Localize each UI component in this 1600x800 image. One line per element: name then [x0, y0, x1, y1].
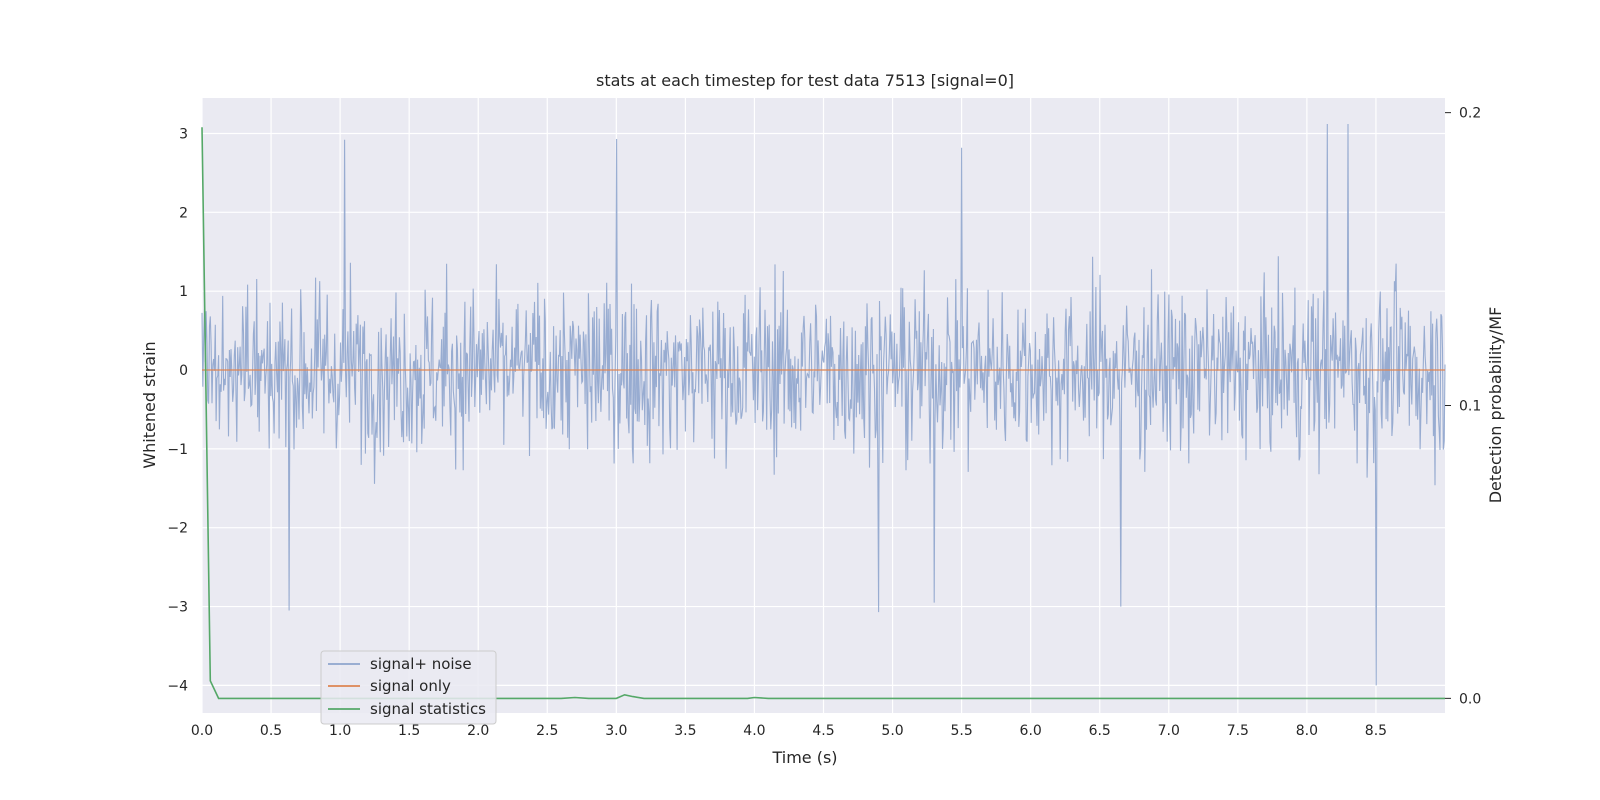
y-axis-label: Whitened strain: [140, 341, 159, 468]
x-tick-label: 5.5: [950, 723, 972, 739]
legend-label-signal-statistics: signal statistics: [370, 700, 486, 718]
legend-label-signal-noise: signal+ noise: [370, 655, 472, 673]
y-tick-label: −3: [167, 600, 188, 616]
x-tick-label: 0.5: [260, 723, 282, 739]
y-tick-label: 1: [179, 284, 188, 300]
x-tick-label: 0.0: [191, 723, 213, 739]
legend-label-signal-only: signal only: [370, 677, 451, 695]
legend-box: [320, 650, 497, 725]
y-right-tick-label: 0.1: [1459, 399, 1481, 415]
y-right-tick-label: 0.0: [1459, 691, 1481, 707]
x-tick-label: 4.5: [812, 723, 834, 739]
x-tick-label: 3.0: [605, 723, 627, 739]
y-right-axis-label: Detection probability/MF: [1486, 307, 1505, 504]
x-tick-label: 2.5: [536, 723, 558, 739]
y-axis-ticks: 3 2 1 0 −1 −2 −3 −4: [167, 126, 188, 694]
x-tick-label: 1.5: [398, 723, 420, 739]
x-tick-label: 3.5: [674, 723, 696, 739]
x-tick-label: 7.0: [1158, 723, 1180, 739]
y-right-tick-label: 0.2: [1459, 106, 1481, 122]
y-tick-label: −4: [167, 678, 188, 694]
x-tick-label: 7.5: [1227, 723, 1249, 739]
x-tick-label: 8.0: [1296, 723, 1318, 739]
x-tick-label: 4.0: [743, 723, 765, 739]
x-tick-label: 8.5: [1365, 723, 1387, 739]
series-signal-statistics: [201, 127, 1445, 700]
x-tick-label: 6.0: [1020, 723, 1042, 739]
y-tick-label: −2: [167, 521, 188, 537]
chart-title: stats at each timestep for test data 751…: [596, 71, 1014, 90]
signal-noise-line: [201, 123, 1446, 686]
x-axis-ticks: 0.0 0.5 1.0 1.5 2.0 2.5 3.0 3.5 4.0 4.5 5.0 5.5 6.0 6…: [191, 723, 1387, 739]
x-tick-label: 1.0: [329, 723, 351, 739]
y-tick-label: 0: [179, 363, 188, 379]
legend: signal+ noise signal only signal statist…: [320, 650, 497, 725]
y-tick-label: −1: [167, 442, 188, 458]
x-axis-label: Time (s): [771, 748, 837, 767]
x-tick-label: 6.5: [1089, 723, 1111, 739]
y-tick-label: 3: [179, 126, 188, 142]
y-tick-label: 2: [179, 205, 188, 221]
x-tick-label: 5.0: [881, 723, 903, 739]
y-right-axis-ticks: 0.2 0.1 0.0: [1445, 106, 1481, 707]
x-tick-label: 2.0: [467, 723, 489, 739]
signal-statistics-line: [201, 127, 1445, 700]
series-signal-noise: [201, 123, 1446, 686]
